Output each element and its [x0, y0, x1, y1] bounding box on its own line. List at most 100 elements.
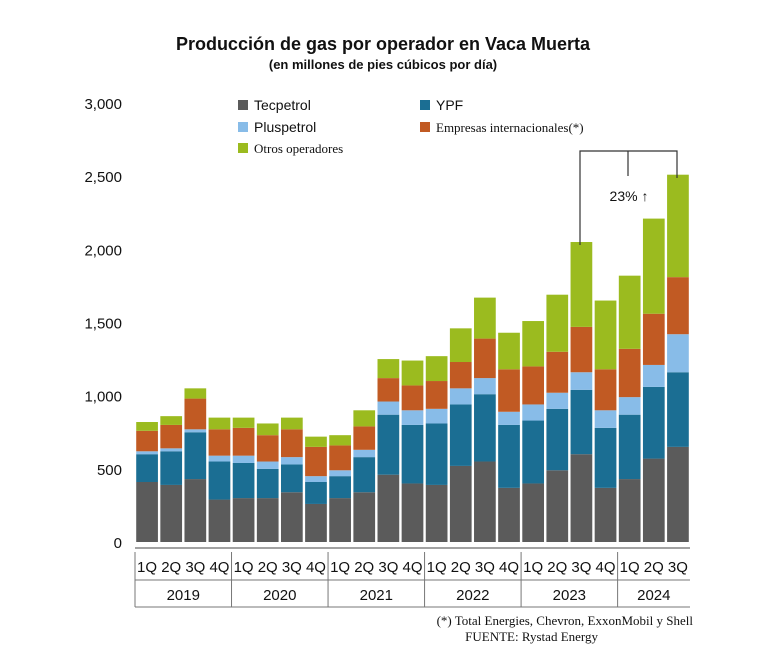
bar-segment-tecpetrol	[474, 461, 496, 542]
bar-segment-pluspetrol	[498, 411, 520, 425]
bar-segment-tecpetrol	[208, 499, 231, 542]
bar-segment-ypf	[401, 424, 424, 484]
bar-segment-tecpetrol	[449, 465, 472, 542]
bar-segment-pluspetrol	[353, 449, 376, 458]
x-tick-label: 1Q	[330, 559, 350, 576]
x-tick-label: 1Q	[620, 559, 640, 576]
bar-segment-pluspetrol	[184, 429, 207, 433]
y-tick-label: 2,500	[84, 169, 122, 186]
bar-segment-tecpetrol	[522, 483, 545, 542]
bar-segment-otros-operadores	[232, 417, 255, 428]
bar-segment-tecpetrol	[160, 484, 183, 542]
bar-segment-pluspetrol	[280, 457, 303, 465]
x-tick-label: 4Q	[209, 559, 229, 576]
bar-segment-pluspetrol	[618, 397, 641, 415]
year-label: 2023	[553, 587, 586, 604]
y-tick-label: 2,000	[84, 242, 122, 259]
bar-segment-empresas-internacionales	[594, 369, 617, 411]
x-tick-label: 2Q	[644, 559, 664, 576]
legend-label-internacionales: Empresas internacionales(*)	[436, 120, 584, 135]
bar-segment-otros-operadores	[642, 218, 665, 314]
x-tick-label: 2Q	[547, 559, 567, 576]
bar-segment-otros-operadores	[136, 422, 158, 431]
bar-segment-ypf	[449, 404, 472, 466]
bar-segment-ypf	[136, 454, 158, 482]
x-tick-label: 1Q	[137, 559, 157, 576]
bar-segment-pluspetrol	[667, 334, 689, 373]
y-tick-label: 0	[114, 535, 122, 552]
year-label: 2022	[456, 587, 489, 604]
bar-segment-empresas-internacionales	[642, 313, 665, 365]
legend-swatch-internacionales	[420, 122, 430, 132]
bar-segment-otros-operadores	[377, 359, 400, 379]
footnote: (*) Total Energies, Chevron, ExxonMobil …	[437, 613, 694, 628]
legend-swatch-tecpetrol	[238, 100, 248, 110]
y-tick-label: 500	[97, 462, 122, 479]
bar-segment-empresas-internacionales	[401, 385, 424, 411]
bar-segment-pluspetrol	[570, 372, 593, 390]
x-tick-label: 2Q	[451, 559, 471, 576]
bar-segment-tecpetrol	[136, 482, 158, 542]
growth-annotation: 23% ↑	[579, 150, 678, 245]
bar-segment-otros-operadores	[160, 416, 183, 425]
bar-segment-empresas-internacionales	[570, 326, 593, 373]
legend-label-pluspetrol: Pluspetrol	[254, 119, 316, 135]
bar-segment-tecpetrol	[280, 492, 303, 542]
bar-segment-ypf	[329, 476, 351, 499]
bar-segment-pluspetrol	[401, 410, 424, 425]
bar-segment-pluspetrol	[305, 476, 327, 482]
bar-segment-otros-operadores	[570, 242, 593, 327]
bar-segment-otros-operadores	[546, 294, 569, 352]
bar-segment-otros-operadores	[280, 417, 303, 430]
bar-segment-empresas-internacionales	[498, 369, 520, 412]
year-label: 2021	[360, 587, 393, 604]
bar-segment-pluspetrol	[425, 408, 448, 424]
bar-segment-ypf	[667, 372, 689, 447]
bar-segment-ypf	[280, 464, 303, 493]
bar-segment-ypf	[498, 424, 520, 488]
bar-segment-otros-operadores	[667, 174, 689, 278]
bar-segment-otros-operadores	[522, 321, 545, 367]
x-tick-label: 3Q	[571, 559, 591, 576]
bar-segment-otros-operadores	[329, 435, 351, 446]
bar-segment-otros-operadores	[618, 275, 641, 349]
bar-segment-otros-operadores	[425, 356, 448, 382]
chart-subtitle: (en millones de pies cúbicos por día)	[269, 57, 497, 72]
bar-segment-tecpetrol	[305, 503, 327, 542]
bar-segment-pluspetrol	[232, 455, 255, 463]
x-tick-label: 4Q	[596, 559, 616, 576]
bar-segment-ypf	[425, 423, 448, 485]
bar-segment-otros-operadores	[208, 417, 231, 430]
x-tick-label: 2Q	[354, 559, 374, 576]
bar-segment-empresas-internacionales	[546, 351, 569, 393]
legend-swatch-ypf	[420, 100, 430, 110]
bar-segment-tecpetrol	[546, 470, 569, 542]
bar-segment-tecpetrol	[425, 484, 448, 542]
x-tick-label: 4Q	[402, 559, 422, 576]
bar-segment-tecpetrol	[498, 487, 520, 542]
bar-segment-empresas-internacionales	[280, 429, 303, 458]
x-axis: 1Q 2Q 3Q 4Q 1Q 2Q 3Q 4Q 1Q 2Q 3Q 4Q 1Q 2Q 3Q 4Q 1Q 2Q 3Q 4Q…	[134, 547, 690, 608]
bar-segment-ypf	[522, 420, 545, 484]
bar-segment-empresas-internacionales	[184, 398, 207, 430]
source-label: FUENTE: Rystad Energy	[465, 629, 598, 644]
growth-bracket	[579, 150, 678, 245]
x-tick-label: 1Q	[523, 559, 543, 576]
chart-title: Producción de gas por operador en Vaca M…	[176, 34, 591, 54]
bar-segment-tecpetrol	[618, 479, 641, 542]
y-axis: 0 500 1,000 1,500 2,000 2,500 3,000	[84, 96, 122, 552]
bar-segment-otros-operadores	[498, 332, 520, 370]
bar-segment-empresas-internacionales	[522, 366, 545, 405]
bar-segment-empresas-internacionales	[232, 427, 255, 456]
bars-group	[136, 174, 689, 542]
bar-segment-pluspetrol	[329, 470, 351, 477]
bar-segment-pluspetrol	[546, 392, 569, 409]
legend-label-otros: Otros operadores	[254, 141, 343, 156]
bar-segment-otros-operadores	[256, 423, 279, 436]
x-tick-label: 3Q	[668, 559, 688, 576]
y-tick-label: 1,000	[84, 389, 122, 406]
bar-segment-empresas-internacionales	[208, 429, 231, 456]
x-tick-label: 2Q	[258, 559, 278, 576]
bar-segment-ypf	[232, 462, 255, 499]
